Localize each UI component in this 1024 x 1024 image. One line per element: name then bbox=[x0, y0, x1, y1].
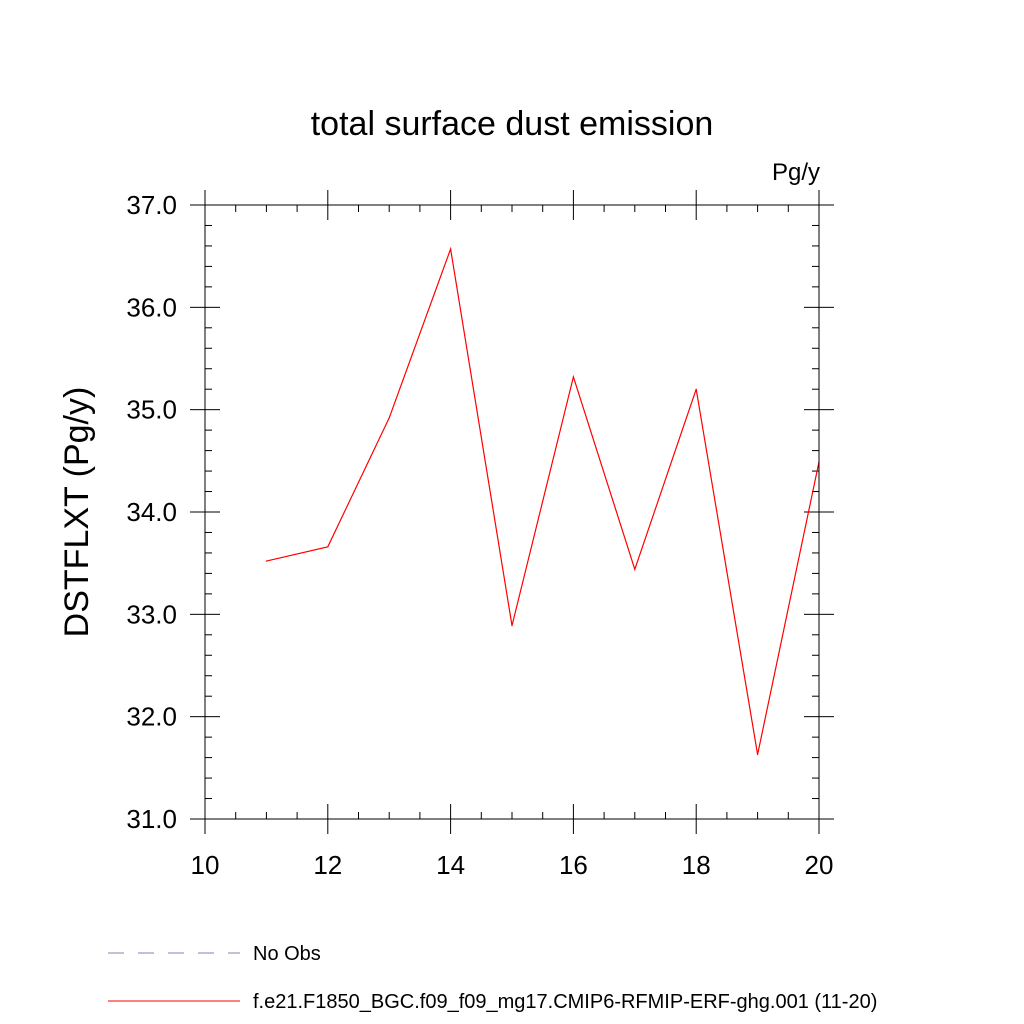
y-axis-label: DSTFLXT (Pg/y) bbox=[58, 387, 96, 638]
series-layer bbox=[265, 246, 820, 756]
x-tick-label: 12 bbox=[313, 850, 342, 880]
data-point bbox=[450, 248, 452, 250]
x-tick-label: 14 bbox=[436, 850, 465, 880]
series-line bbox=[266, 246, 820, 755]
y-tick-label: 32.0 bbox=[126, 702, 177, 732]
data-point bbox=[327, 546, 329, 548]
chart-title: total surface dust emission bbox=[311, 105, 714, 143]
data-point bbox=[695, 388, 697, 390]
data-point bbox=[634, 568, 636, 570]
y-axis-ticks bbox=[190, 204, 834, 820]
data-point bbox=[511, 624, 513, 627]
x-axis-tick-labels: 10 12 14 16 18 20 bbox=[191, 850, 834, 880]
x-axis-ticks bbox=[204, 190, 820, 834]
legend-label: f.e21.F1850_BGC.f09_f09_mg17.CMIP6-RFMIP… bbox=[253, 991, 877, 1013]
data-point bbox=[265, 560, 267, 562]
y-tick-label: 35.0 bbox=[126, 395, 177, 425]
y-tick-label: 31.0 bbox=[126, 804, 177, 834]
y-tick-label: 37.0 bbox=[126, 190, 177, 220]
x-tick-label: 18 bbox=[682, 850, 711, 880]
units-label: Pg/y bbox=[772, 159, 820, 186]
x-tick-label: 20 bbox=[805, 850, 834, 880]
data-point bbox=[388, 417, 390, 419]
legend-label: No Obs bbox=[253, 943, 321, 965]
y-tick-label: 36.0 bbox=[126, 292, 177, 322]
data-point bbox=[572, 376, 575, 378]
x-tick-label: 10 bbox=[191, 850, 220, 880]
x-tick-label: 16 bbox=[559, 850, 588, 880]
legend: No Obs f.e21.F1850_BGC.f09_f09_mg17.CMIP6… bbox=[108, 943, 877, 1013]
plot-frame bbox=[204, 204, 820, 820]
y-tick-label: 34.0 bbox=[126, 497, 177, 527]
data-point bbox=[757, 753, 759, 756]
y-axis-tick-labels: 31.0 32.0 33.0 34.0 35.0 36.0 37.0 bbox=[126, 190, 177, 834]
y-tick-label: 33.0 bbox=[126, 599, 177, 629]
